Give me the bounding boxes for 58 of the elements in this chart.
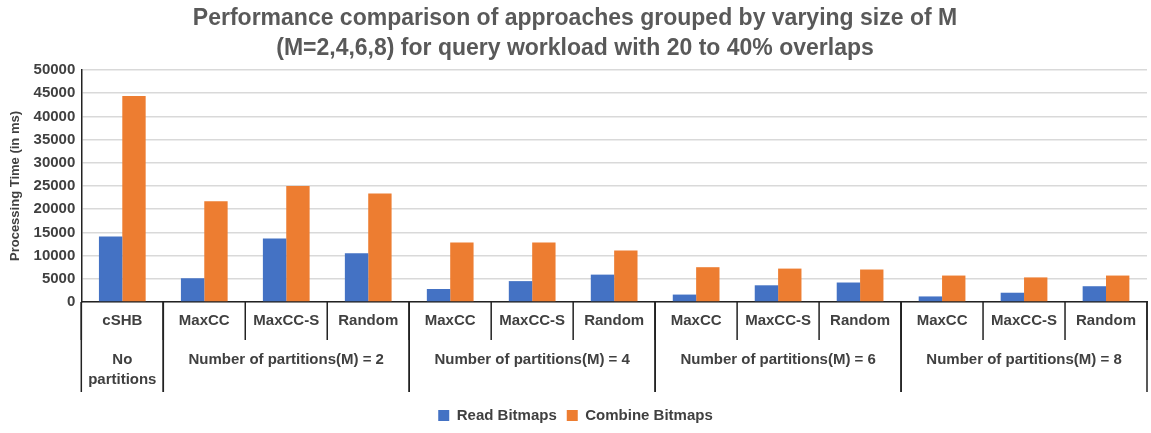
chart-title: Performance comparison of approaches grouped by varying size of M (M=2,4,6,8) for query workload with 20 to 40% overlaps [191, 3, 959, 62]
bar [368, 193, 392, 302]
x-tick-label: MaxCC-S [499, 311, 566, 329]
y-axis-title: Processing Time (in ms) [7, 110, 23, 262]
x-tick-label: MaxCC [424, 311, 476, 329]
y-tick-label: 5000 [41, 268, 76, 286]
text: Number of partitions(M) = 2 [188, 350, 384, 368]
bar [344, 253, 369, 302]
bar [778, 268, 802, 302]
y-tick-label: 10000 [33, 245, 76, 263]
bar [262, 238, 287, 302]
bar [1106, 275, 1130, 302]
bar [590, 274, 615, 302]
x-tick-label: Random [338, 311, 399, 329]
y-tick-label: 20000 [33, 199, 76, 217]
x-tick-label: Random [1076, 311, 1137, 329]
y-tick-label: 35000 [33, 129, 76, 147]
bar [508, 281, 533, 302]
text: Number of partitions(M) = 6 [680, 350, 876, 368]
y-tick-label: 50000 [33, 60, 76, 78]
bar [286, 186, 310, 302]
bar [754, 285, 779, 302]
x-tick-label: cSHB [102, 311, 143, 329]
text: Number of partitions(M) = 4 [434, 350, 631, 368]
bar [614, 250, 638, 302]
bar [1082, 286, 1107, 302]
x-tick-label: MaxCC-S [991, 311, 1057, 329]
bar [98, 236, 123, 302]
legend-label: Combine Bitmaps [585, 405, 713, 423]
bar [1000, 292, 1025, 302]
x-tick-label: MaxCC [916, 311, 968, 329]
y-tick-label: 25000 [33, 176, 76, 194]
y-tick-label: 45000 [33, 83, 76, 101]
bar [180, 278, 205, 302]
y-tick-label: 30000 [33, 152, 76, 170]
bar [836, 282, 861, 302]
bar [1024, 277, 1048, 302]
bar [450, 242, 474, 302]
bar [918, 296, 943, 302]
text: Number of partitions(M) = 8 [926, 350, 1122, 368]
bar [860, 269, 884, 302]
text: No partitions [88, 350, 157, 388]
y-tick-label: 40000 [33, 106, 76, 124]
x-tick-label: Random [830, 311, 891, 329]
bar [122, 95, 146, 302]
bar [696, 267, 720, 302]
y-tick-label: 0 [66, 292, 76, 310]
x-tick-label: Random [584, 311, 645, 329]
x-tick-label: MaxCC [670, 311, 722, 329]
bar [204, 201, 228, 302]
y-tick-label: 15000 [33, 222, 76, 240]
x-tick-label: MaxCC [178, 311, 230, 329]
bar [426, 289, 451, 302]
x-tick-label: MaxCC-S [253, 311, 320, 329]
bar [532, 242, 556, 302]
legend-label: Read Bitmaps [456, 405, 557, 423]
bar [942, 275, 966, 302]
x-tick-label: MaxCC-S [745, 311, 812, 329]
